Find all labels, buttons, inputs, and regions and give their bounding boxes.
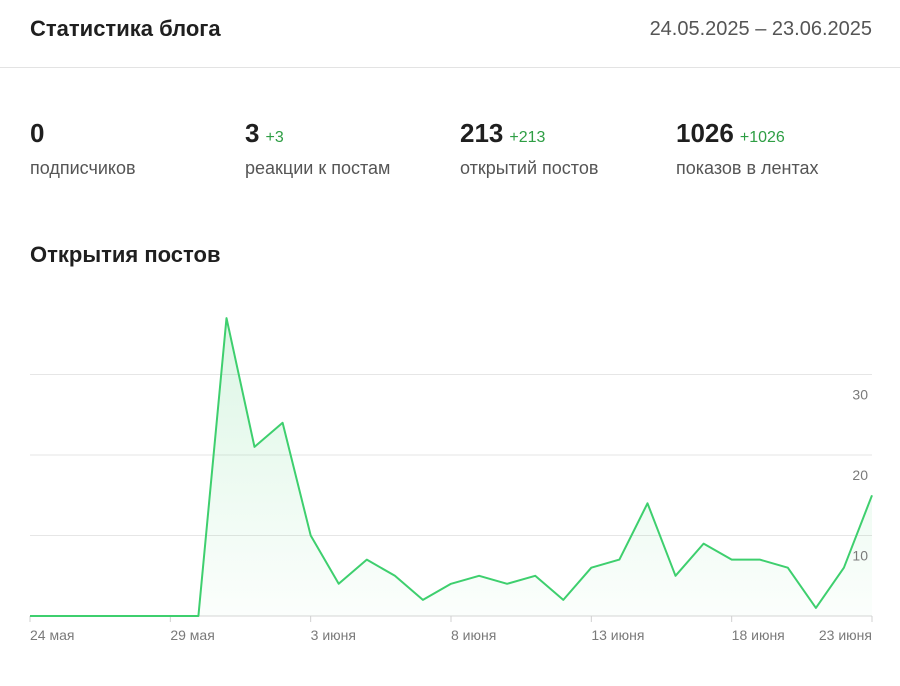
data-point <box>52 610 64 622</box>
stat-delta: +1026 <box>739 129 785 146</box>
data-point <box>754 554 766 566</box>
x-tick-label: 13 июня <box>591 627 644 643</box>
data-point <box>726 554 738 566</box>
y-tick-label: 20 <box>852 467 868 483</box>
stat-reactions: 3 +3 реакции к постам <box>245 118 390 178</box>
data-point <box>670 570 682 582</box>
stat-label: показов в лентах <box>676 158 819 178</box>
data-point <box>501 578 513 590</box>
y-tick-label: 30 <box>852 387 868 403</box>
post-opens-chart[interactable]: 10 20 30 24 мая 29 мая 3 июня 8 июня 13 июня 18… <box>0 290 900 670</box>
series-line <box>30 317 873 617</box>
data-point <box>473 570 485 582</box>
data-point <box>698 538 710 550</box>
data-point <box>585 562 597 574</box>
data-point <box>445 578 457 590</box>
data-point <box>80 610 92 622</box>
x-tick-label: 29 мая <box>170 627 214 643</box>
stat-delta: +213 <box>509 129 546 146</box>
x-axis-ticks: 24 мая 29 мая 3 июня 8 июня 13 июня 18 июня 23… <box>30 627 872 643</box>
data-point <box>108 610 120 622</box>
x-tick-label: 24 мая <box>30 627 74 643</box>
data-point <box>305 530 317 542</box>
stat-label: реакции к постам <box>245 158 391 178</box>
data-point <box>838 562 850 574</box>
series-area <box>30 318 872 616</box>
stat-subscribers: 0 подписчиков <box>30 118 136 178</box>
date-range[interactable]: 24.05.2025 – 23.06.2025 <box>649 18 872 40</box>
x-tick-label: 8 июня <box>451 627 496 643</box>
stat-value: 0 <box>30 118 45 148</box>
x-tick-label: 18 июня <box>732 627 785 643</box>
data-point <box>613 554 625 566</box>
page-title: Статистика блога <box>30 16 221 41</box>
data-point <box>136 610 148 622</box>
stat-post-opens: 213 +213 открытий постов <box>460 118 598 178</box>
y-axis-ticks: 10 20 30 <box>852 387 868 564</box>
data-point <box>782 562 794 574</box>
data-point <box>249 441 261 453</box>
x-tick-label: 23 июня <box>819 627 872 643</box>
data-point <box>220 312 232 324</box>
data-point <box>529 570 541 582</box>
data-point <box>866 489 878 501</box>
data-point <box>192 610 204 622</box>
data-point <box>417 594 429 606</box>
stat-delta: +3 <box>265 129 284 146</box>
x-tick-label: 3 июня <box>311 627 356 643</box>
data-point <box>810 602 822 614</box>
stat-label: открытий постов <box>460 158 599 178</box>
data-point <box>389 570 401 582</box>
section-title: Открытия постов <box>30 242 221 267</box>
stat-label: подписчиков <box>30 158 136 178</box>
stat-value: 213 <box>460 118 504 148</box>
data-point <box>277 417 289 429</box>
data-point <box>641 497 653 509</box>
y-tick-label: 10 <box>852 548 868 564</box>
data-point <box>361 554 373 566</box>
stat-value: 3 <box>245 118 260 148</box>
data-point <box>333 578 345 590</box>
stat-feed-views: 1026 +1026 показов в лентах <box>676 118 819 178</box>
stat-value: 1026 <box>676 118 734 148</box>
data-point <box>164 610 176 622</box>
header: Статистика блога 24.05.2025 – 23.06.2025 <box>0 0 900 68</box>
data-point <box>557 594 569 606</box>
data-point <box>24 610 36 622</box>
